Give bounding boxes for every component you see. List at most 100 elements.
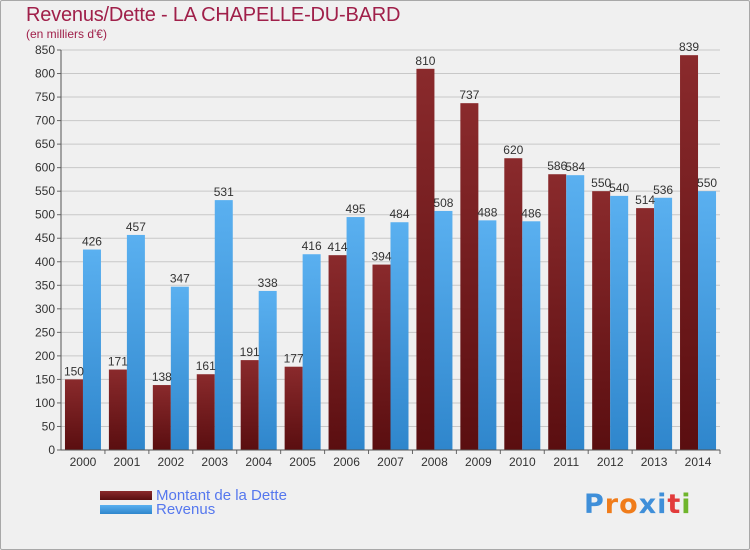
- x-tick-label: 2003: [201, 455, 228, 469]
- bar-dette: [680, 55, 699, 450]
- x-tick-label: 2006: [333, 455, 360, 469]
- bar-revenus: [302, 254, 321, 450]
- data-label: 550: [591, 176, 611, 190]
- data-label: 586: [547, 159, 567, 173]
- data-label: 536: [653, 183, 673, 197]
- x-tick-label: 2005: [289, 455, 316, 469]
- y-tick-label: 550: [35, 184, 55, 198]
- data-label: 531: [214, 185, 234, 199]
- logo-letter: o: [619, 489, 639, 520]
- x-tick-label: 2007: [377, 455, 404, 469]
- bar-revenus: [346, 217, 365, 450]
- bar-revenus: [126, 234, 145, 450]
- data-label: 347: [170, 272, 190, 286]
- x-axis-ticks: 2000 2001 2002 2003 2004 2005 2006 2007 2008 2009…: [70, 450, 721, 469]
- y-tick-label: 800: [35, 67, 55, 81]
- y-tick-label: 750: [35, 90, 55, 104]
- bar-dette: [152, 385, 171, 450]
- data-label: 514: [635, 193, 655, 207]
- x-tick-label: 2000: [70, 455, 97, 469]
- legend-label-dette: Montant de la Dette: [156, 486, 287, 504]
- bar-revenus: [478, 220, 497, 450]
- y-tick-label: 450: [35, 231, 55, 245]
- data-label: 191: [240, 345, 260, 359]
- logo-letter: x: [638, 489, 658, 520]
- x-tick-label: 2010: [509, 455, 536, 469]
- axes: [60, 50, 720, 451]
- data-label: 584: [565, 160, 585, 174]
- y-tick-label: 200: [35, 349, 55, 363]
- data-label: 488: [477, 205, 497, 219]
- data-label: 620: [503, 143, 523, 157]
- x-tick-label: 2004: [245, 455, 272, 469]
- data-label: 484: [389, 207, 409, 221]
- data-label: 416: [302, 239, 322, 253]
- blue-bar-swatch-icon: [100, 504, 152, 514]
- y-tick-label: 150: [35, 372, 55, 386]
- x-tick-label: 2002: [157, 455, 184, 469]
- legend-item-dette: Montant de la Dette: [100, 486, 287, 504]
- bar-dette: [416, 68, 435, 450]
- bar-revenus: [258, 290, 277, 450]
- data-label: 426: [82, 235, 102, 249]
- x-tick-label: 2011: [553, 455, 579, 469]
- dark-red-bar-swatch-icon: [100, 490, 152, 500]
- data-label: 414: [328, 240, 348, 254]
- data-label: 495: [346, 202, 366, 216]
- data-label: 550: [697, 176, 717, 190]
- y-tick-label: 0: [48, 443, 55, 457]
- y-tick-label: 350: [35, 278, 55, 292]
- data-label: 486: [521, 206, 541, 220]
- bar-dette: [240, 360, 259, 450]
- y-tick-label: 50: [42, 419, 56, 433]
- data-label: 457: [126, 220, 146, 234]
- bar-revenus: [214, 200, 233, 450]
- data-label: 338: [258, 276, 278, 290]
- logo-letter: P: [584, 489, 605, 520]
- legend-item-revenus: Revenus: [100, 501, 215, 518]
- y-tick-label: 500: [35, 208, 55, 222]
- bar-dette: [328, 255, 347, 450]
- bar-revenus: [566, 175, 585, 451]
- y-tick-label: 300: [35, 302, 55, 316]
- bar-revenus: [522, 221, 541, 450]
- bar-revenus: [82, 249, 101, 450]
- bar-dette: [284, 366, 303, 450]
- data-label: 810: [415, 54, 435, 68]
- data-label: 171: [108, 355, 128, 369]
- bar-revenus: [610, 195, 629, 450]
- bar-dette: [548, 174, 567, 450]
- bar-dette: [592, 191, 611, 451]
- data-label: 508: [433, 196, 453, 210]
- x-tick-label: 2008: [421, 455, 448, 469]
- bar-revenus: [390, 222, 409, 450]
- y-tick-label: 650: [35, 137, 55, 151]
- x-tick-label: 2001: [114, 455, 141, 469]
- y-tick-label: 700: [35, 114, 55, 128]
- chart-title: Revenus/Dette - LA CHAPELLE-DU-BARD: [26, 4, 401, 26]
- y-tick-label: 850: [35, 43, 55, 57]
- logo-letter: i: [657, 489, 668, 520]
- data-labels: 150 426 171 457 138 347 161 531 191 338 177 416 414 4…: [64, 40, 717, 384]
- data-label: 161: [196, 359, 216, 373]
- chart-subtitle: (en milliers d'€): [26, 27, 107, 41]
- bar-revenus: [170, 286, 189, 450]
- bar-dette: [372, 264, 391, 450]
- bar-revenus: [654, 197, 673, 450]
- data-label: 177: [284, 352, 304, 366]
- data-label: 394: [371, 250, 391, 264]
- proxiti-logo: Proxiti: [584, 489, 692, 520]
- data-label: 150: [64, 364, 84, 378]
- y-tick-label: 250: [35, 325, 55, 339]
- bar-dette: [460, 103, 479, 451]
- logo-letter: t: [667, 489, 682, 520]
- y-tick-label: 400: [35, 255, 55, 269]
- y-tick-label: 600: [35, 161, 55, 175]
- data-label: 737: [459, 88, 479, 102]
- x-tick-label: 2014: [685, 455, 712, 469]
- data-label: 540: [609, 181, 629, 195]
- logo-letter: r: [604, 489, 620, 520]
- y-tick-label: 100: [35, 396, 55, 410]
- bar-revenus: [434, 210, 453, 450]
